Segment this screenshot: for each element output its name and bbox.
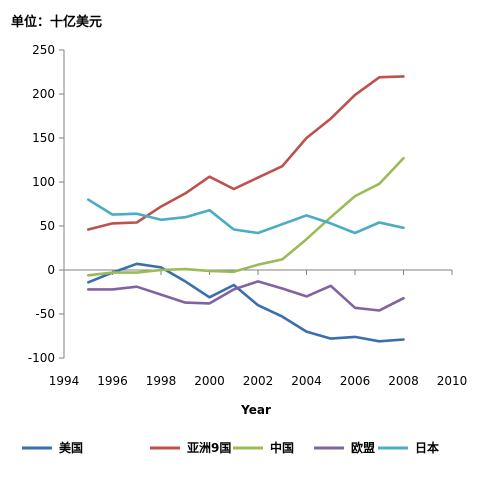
x-tick-label: 2008: [388, 374, 419, 388]
legend-label: 美国: [59, 440, 83, 455]
legend-label: 欧盟: [351, 440, 375, 455]
series-line-0: [87, 262, 405, 343]
x-tick-label: 2010: [437, 374, 468, 388]
series-line-3: [87, 280, 405, 312]
series-line-1: [87, 75, 405, 231]
chart-ticks: -100 -50 0 50 100 150 200 250 1994 1996 1998 2000 20…: [28, 43, 468, 388]
legend-item-2: 中国: [233, 440, 294, 455]
series-line-4: [87, 198, 405, 235]
y-tick-label: 50: [40, 219, 55, 233]
y-tick-label: 100: [32, 175, 55, 189]
y-tick-label: -100: [28, 351, 55, 365]
chart-series-lines: [87, 75, 405, 343]
x-tick-label: 2000: [194, 374, 225, 388]
legend-item-3: 欧盟: [314, 440, 375, 455]
series-line-2: [87, 156, 405, 277]
x-tick-label: 1998: [146, 374, 177, 388]
y-tick-label: -50: [35, 307, 55, 321]
legend-label: 日本: [415, 440, 439, 455]
chart-legend: 美国 亚洲9国 中国 欧盟 日本: [22, 440, 439, 455]
x-axis-title: Year: [240, 403, 271, 417]
legend-item-4: 日本: [378, 440, 439, 455]
legend-label: 亚洲9国: [187, 441, 231, 455]
y-tick-label: 200: [32, 87, 55, 101]
legend-label: 中国: [270, 440, 294, 455]
legend-item-1: 亚洲9国: [150, 441, 231, 455]
x-tick-label: 1994: [49, 374, 80, 388]
legend-item-0: 美国: [22, 440, 83, 455]
y-tick-label: 250: [32, 43, 55, 57]
x-tick-label: 1996: [97, 374, 128, 388]
x-tick-label: 2002: [243, 374, 274, 388]
x-tick-label: 2006: [340, 374, 371, 388]
chart-axes: [63, 50, 452, 358]
x-tick-label: 2004: [291, 374, 322, 388]
y-tick-label: 0: [47, 263, 55, 277]
unit-label: 单位：十亿美元: [11, 15, 103, 30]
y-tick-label: 150: [32, 131, 55, 145]
